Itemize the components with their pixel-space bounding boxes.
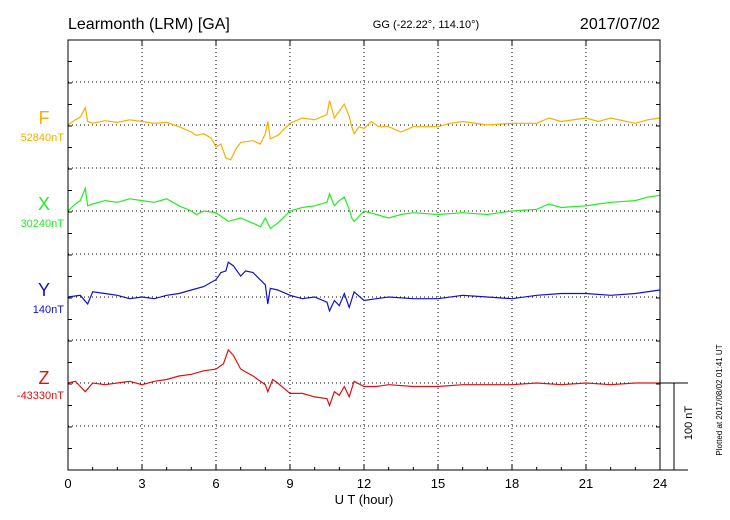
x-tick-label: 9 bbox=[286, 476, 293, 491]
series-name-y: Y bbox=[38, 280, 50, 300]
series-layer bbox=[67, 100, 661, 408]
plotted-timestamp: Plotted at 2017/08/02 01:41 UT bbox=[715, 344, 724, 455]
x-tick-label: 0 bbox=[64, 476, 71, 491]
series-baseline-z: -43330nT bbox=[17, 390, 64, 402]
series-labels: F 52840nT X 30240nT Y 140nT Z -43330nT bbox=[17, 108, 64, 402]
x-tick-label: 6 bbox=[212, 476, 219, 491]
series-line-y bbox=[67, 261, 661, 313]
series-name-x: X bbox=[38, 194, 50, 214]
series-baseline-f: 52840nT bbox=[21, 132, 65, 144]
scale-bar-label: 100 nT bbox=[683, 406, 695, 441]
station-coordinates: GG (-22.22°, 114.10°) bbox=[373, 19, 479, 31]
series-baseline-x: 30240nT bbox=[21, 218, 65, 230]
series-name-z: Z bbox=[39, 368, 50, 388]
x-tick-label: 15 bbox=[431, 476, 445, 491]
x-tick-label: 3 bbox=[138, 476, 145, 491]
series-name-f: F bbox=[39, 108, 50, 128]
station-title: Learmonth (LRM) [GA] bbox=[68, 16, 230, 33]
x-axis-label: U T (hour) bbox=[335, 492, 394, 507]
scale-bar: 100 nT bbox=[660, 382, 695, 471]
series-line-f bbox=[67, 100, 661, 161]
x-tick-label: 12 bbox=[357, 476, 371, 491]
series-line-x bbox=[67, 186, 661, 230]
series-line-z bbox=[67, 348, 660, 408]
chart-date: 2017/07/02 bbox=[580, 16, 660, 33]
series-baseline-y: 140nT bbox=[33, 304, 64, 316]
x-axis-ticks: 0 3 6 9 12 15 18 21 24 bbox=[64, 40, 667, 491]
x-tick-label: 21 bbox=[579, 476, 593, 491]
x-tick-label: 18 bbox=[505, 476, 519, 491]
grid-lines bbox=[68, 40, 660, 470]
x-tick-label: 24 bbox=[653, 476, 667, 491]
